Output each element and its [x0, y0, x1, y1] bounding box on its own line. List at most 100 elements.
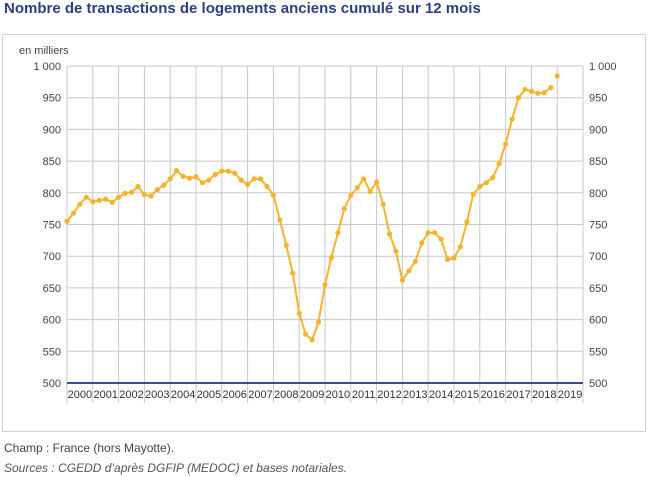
x-tick-label: 2003 — [145, 389, 169, 401]
data-point — [83, 194, 89, 200]
data-point — [199, 180, 206, 186]
data-point — [361, 176, 367, 182]
data-point — [432, 230, 438, 236]
data-point — [245, 182, 251, 188]
data-point — [96, 197, 102, 203]
data-point — [174, 168, 180, 174]
data-point — [393, 248, 399, 254]
chart-title: Nombre de transactions de logements anci… — [4, 0, 481, 17]
data-point — [335, 230, 341, 236]
data-point — [187, 175, 193, 181]
y-tick-label-right: 750 — [589, 220, 607, 232]
data-point — [509, 116, 515, 122]
x-tick-label: 2012 — [377, 389, 401, 401]
x-tick-label: 2018 — [532, 389, 556, 401]
data-point — [270, 192, 276, 198]
data-point — [277, 217, 283, 223]
data-point — [341, 206, 347, 212]
x-tick-label: 2013 — [403, 389, 427, 401]
grid — [66, 65, 584, 403]
data-point — [122, 190, 128, 196]
data-point — [464, 219, 470, 225]
data-point — [70, 210, 77, 216]
data-point — [496, 161, 502, 167]
data-point — [477, 183, 483, 190]
data-point — [322, 282, 328, 288]
y-tick-label-right: 1 000 — [589, 61, 617, 73]
data-point — [490, 175, 496, 181]
y-tick-label-right: 500 — [589, 378, 607, 390]
line-chart: en milliers 500 550 600 650 700 750 800 850 900 9… — [19, 45, 617, 403]
footnote-champ: Champ : France (hors Mayotte). — [4, 441, 175, 455]
data-point — [264, 183, 270, 190]
y-tick-label-left: 800 — [43, 188, 61, 200]
data-point — [64, 218, 70, 224]
data-point — [386, 231, 393, 237]
data-point — [303, 331, 309, 337]
data-point — [212, 171, 218, 177]
data-point — [554, 73, 560, 79]
x-tick-label: 2010 — [326, 389, 350, 401]
data-point — [109, 199, 115, 205]
data-point — [219, 168, 225, 174]
data-point — [483, 180, 489, 186]
data-point — [367, 188, 373, 195]
data-point — [399, 277, 405, 283]
data-point — [154, 187, 160, 193]
data-point — [77, 201, 83, 207]
data-point — [445, 256, 451, 262]
x-tick-label: 2014 — [429, 389, 453, 401]
data-point — [425, 230, 431, 236]
data-point — [238, 177, 244, 183]
data-point — [180, 173, 186, 179]
y-tick-label-left: 1 000 — [33, 61, 61, 73]
data-point — [348, 192, 354, 198]
y-tick-label-left: 750 — [43, 220, 61, 232]
data-point — [380, 201, 386, 207]
data-point — [528, 88, 535, 94]
data-point — [515, 95, 522, 101]
y-tick-label-left: 700 — [43, 251, 61, 263]
x-tick-label: 2000 — [68, 389, 92, 401]
data-point — [315, 319, 322, 325]
x-tick-label: 2011 — [352, 389, 376, 401]
data-point — [225, 168, 231, 174]
data-point — [328, 254, 334, 261]
data-point — [406, 268, 412, 274]
series-layer — [64, 73, 560, 343]
footnote-sources: Sources : CGEDD d’après DGFIP (MEDOC) et… — [4, 461, 347, 475]
y-tick-label-right: 850 — [589, 156, 607, 168]
x-tick-label: 2006 — [222, 389, 246, 401]
data-point — [103, 196, 109, 202]
series-line — [66, 86, 552, 341]
x-tick-label: 2015 — [455, 389, 479, 401]
data-point — [193, 174, 199, 180]
y-tick-label-right: 700 — [589, 251, 607, 263]
data-point — [167, 176, 173, 182]
x-tick-label: 2001 — [93, 389, 117, 401]
data-point — [548, 85, 554, 91]
y-axis-left-ticks: 500 550 600 650 700 750 800 850 900 950 1 000 — [33, 61, 61, 390]
data-point — [148, 193, 154, 199]
data-point — [232, 170, 238, 176]
data-point — [354, 185, 360, 191]
y-tick-label-right: 950 — [589, 93, 607, 105]
data-point — [283, 242, 289, 248]
y-tick-label-left: 550 — [43, 346, 61, 358]
x-tick-label: 2008 — [274, 389, 298, 401]
chart-frame: en milliers 500 550 600 650 700 750 800 850 900 9… — [2, 34, 646, 432]
y-tick-label-left: 650 — [43, 283, 61, 295]
x-tick-label: 2004 — [171, 389, 195, 401]
data-point — [128, 189, 135, 195]
y-tick-label-right: 600 — [589, 315, 607, 327]
x-tick-label: 2019 — [558, 389, 582, 401]
data-point — [451, 255, 457, 261]
y-tick-label-right: 650 — [589, 283, 607, 295]
y-tick-label-left: 500 — [43, 378, 61, 390]
y-tick-label-left: 600 — [43, 315, 61, 327]
x-tick-label: 2009 — [300, 389, 324, 401]
y-tick-label-right: 900 — [589, 124, 607, 136]
data-point — [374, 179, 380, 185]
y-tick-label-right: 800 — [589, 188, 607, 200]
data-point — [135, 183, 141, 190]
